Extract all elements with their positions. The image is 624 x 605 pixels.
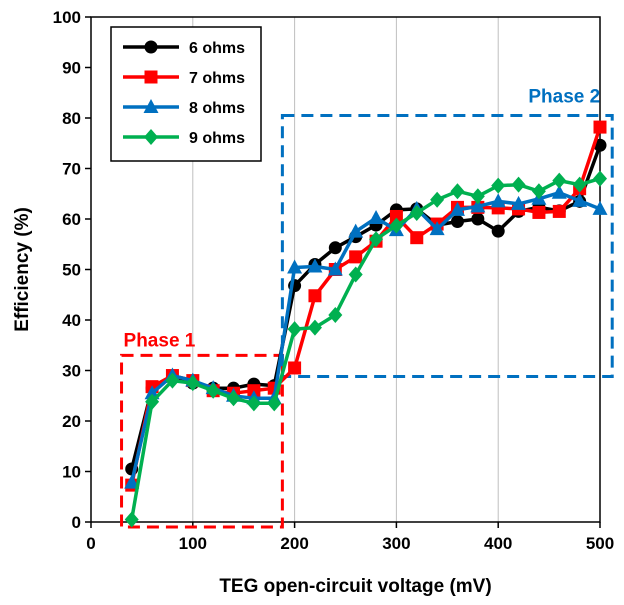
data-point <box>308 289 322 303</box>
phase-annotations: Phase 1 Phase 2 <box>120 86 614 529</box>
data-point <box>328 241 342 255</box>
data-point <box>593 120 607 134</box>
data-point <box>552 172 567 189</box>
x-axis-title: TEG open-circuit voltage (mV) <box>219 576 491 597</box>
data-point <box>165 372 180 389</box>
series-line <box>129 190 601 483</box>
data-point <box>287 321 302 338</box>
y-tick-label: 60 <box>62 210 81 229</box>
data-point <box>327 261 343 276</box>
legend-swatch-marker <box>144 40 158 54</box>
y-tick-label: 10 <box>62 463 81 482</box>
data-point <box>389 217 404 234</box>
data-point <box>246 395 261 412</box>
data-point <box>307 319 322 336</box>
phase-1-label: Phase 1 <box>124 330 196 351</box>
data-point <box>124 474 140 489</box>
data-point <box>551 184 567 199</box>
x-tick-label: 100 <box>179 534 207 553</box>
y-tick-label: 90 <box>62 59 81 78</box>
data-point <box>368 209 384 224</box>
phase-2-box <box>280 113 614 379</box>
data-point <box>592 200 608 215</box>
data-point <box>328 306 343 323</box>
data-point <box>287 259 303 274</box>
y-tick-label: 100 <box>53 8 81 27</box>
data-point <box>511 176 526 193</box>
legend-swatch-marker <box>144 70 158 84</box>
x-tick-label: 500 <box>586 534 614 553</box>
phase-2-label: Phase 2 <box>528 86 600 107</box>
data-point <box>470 188 485 205</box>
axes: 0 10 20 30 40 50 60 70 80 90 100 0 100 200 300 400 500 <box>53 8 615 553</box>
y-tick-label: 80 <box>62 109 81 128</box>
data-point <box>552 204 566 218</box>
y-axis-title: Efficiency (%) <box>12 207 33 332</box>
data-point <box>348 266 363 283</box>
data-point <box>470 198 486 213</box>
data-point <box>307 258 323 273</box>
data-point <box>349 250 363 264</box>
data-point <box>430 191 445 208</box>
data-point <box>593 170 607 187</box>
data-point <box>389 209 403 223</box>
data-point <box>185 375 200 392</box>
data-point <box>531 183 546 200</box>
data-point <box>288 361 302 375</box>
data-point <box>450 183 465 200</box>
legend-label: 8 ohms <box>189 100 245 117</box>
legend-swatch-marker <box>143 99 159 113</box>
data-point <box>348 223 364 238</box>
data-point <box>491 224 505 238</box>
data-point <box>449 201 465 216</box>
y-tick-label: 20 <box>62 412 81 431</box>
x-tick-label: 0 <box>86 534 95 553</box>
y-tick-label: 70 <box>62 160 81 179</box>
data-point <box>532 205 546 219</box>
series-9-ohms <box>124 170 607 528</box>
phase-1-box <box>120 353 284 529</box>
data-point <box>226 390 241 407</box>
y-tick-label: 30 <box>62 362 81 381</box>
x-tick-label: 200 <box>280 534 308 553</box>
data-point <box>572 176 587 193</box>
series-line <box>130 144 602 470</box>
data-point <box>572 192 588 207</box>
x-tick-label: 400 <box>484 534 512 553</box>
legend-label: 9 ohms <box>189 130 245 147</box>
data-point <box>124 511 139 528</box>
legend-label: 7 ohms <box>189 70 245 87</box>
data-point <box>491 177 506 194</box>
data-point <box>369 231 384 248</box>
data-point <box>410 231 424 245</box>
data-point <box>409 204 424 221</box>
legend-label: 6 ohms <box>189 40 245 57</box>
data-point <box>490 193 506 208</box>
data-point <box>267 395 282 412</box>
series-line <box>129 126 602 486</box>
data-point <box>429 221 445 236</box>
legend-swatch-marker <box>144 129 158 145</box>
legend: 6 ohms 7 ohms 8 ohms 9 ohms <box>110 26 262 162</box>
y-tick-label: 40 <box>62 311 81 330</box>
data-point <box>471 212 485 226</box>
data-point <box>145 393 160 410</box>
x-tick-label: 300 <box>382 534 410 553</box>
data-series <box>124 120 608 528</box>
data-point <box>450 215 464 229</box>
data-point <box>511 195 527 210</box>
y-tick-label: 0 <box>72 513 81 532</box>
data-point <box>206 382 221 399</box>
series-7-ohms <box>125 120 607 492</box>
y-tick-label: 50 <box>62 261 81 280</box>
